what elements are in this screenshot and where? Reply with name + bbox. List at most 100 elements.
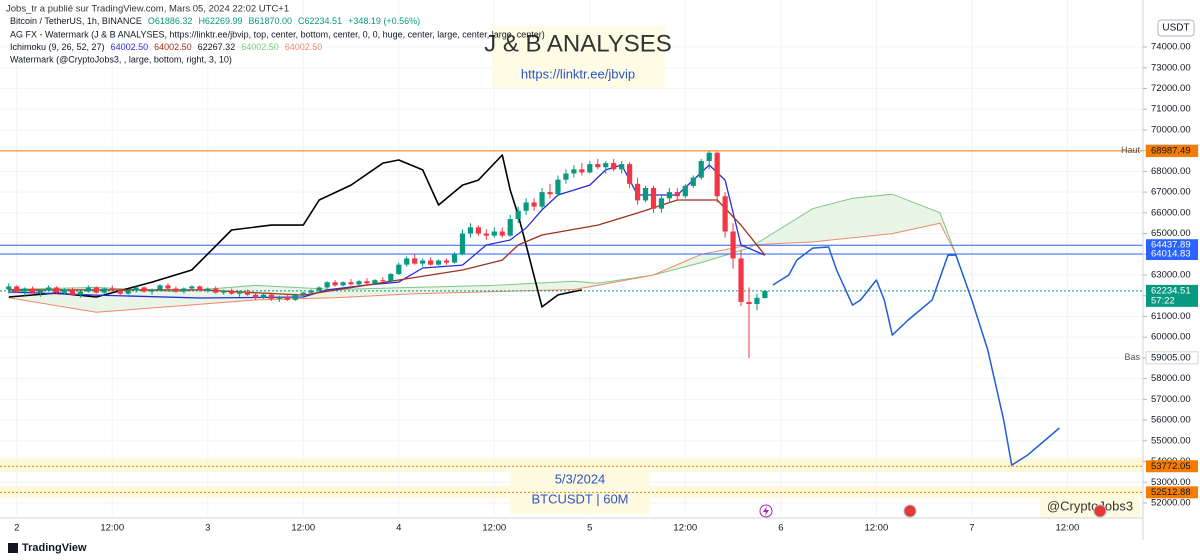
candle-body bbox=[499, 231, 505, 236]
price-label-box bbox=[1146, 247, 1198, 260]
legend-item: B61870.00 bbox=[248, 16, 292, 26]
currency-box[interactable] bbox=[1157, 19, 1195, 37]
x-tick-label: 3 bbox=[205, 523, 210, 534]
candle-body bbox=[428, 260, 434, 265]
price-axis bbox=[1143, 0, 1200, 540]
candle-body bbox=[539, 192, 545, 207]
candle-body bbox=[101, 288, 107, 293]
candle-body bbox=[133, 287, 139, 291]
candle-body bbox=[109, 288, 115, 291]
candle-body bbox=[205, 288, 211, 291]
candle-body bbox=[666, 192, 673, 199]
handle-box bbox=[1040, 496, 1140, 518]
legend-item: +348.19 (+0.56%) bbox=[348, 16, 420, 26]
candle-body bbox=[642, 187, 649, 201]
x-tick-label: 12:00 bbox=[673, 523, 697, 534]
candle-body bbox=[380, 280, 386, 282]
candle-body bbox=[698, 161, 704, 178]
candle-body bbox=[244, 291, 251, 295]
y-tick-label: 70000.00 bbox=[1151, 124, 1191, 135]
candle-body bbox=[491, 231, 497, 236]
legend-item: H62269.99 bbox=[198, 16, 242, 26]
candle-body bbox=[93, 287, 99, 293]
candle-body bbox=[53, 287, 60, 293]
candle-body bbox=[746, 301, 752, 305]
y-tick-label: 66000.00 bbox=[1151, 207, 1191, 218]
watermark-symbol: BTCUSDT | 60M bbox=[531, 491, 628, 506]
price-label: 53772.05 bbox=[1151, 461, 1191, 472]
candle-body bbox=[181, 288, 187, 292]
level-tag: Haut bbox=[1121, 145, 1141, 155]
candle-body bbox=[523, 202, 529, 211]
legend-item: 64002.50 bbox=[111, 42, 149, 52]
candle-body bbox=[507, 219, 513, 236]
candle-body bbox=[435, 260, 442, 265]
candle-body bbox=[61, 289, 68, 293]
price-label-box bbox=[1145, 351, 1199, 365]
price-label-box bbox=[1146, 486, 1198, 499]
candle-body bbox=[650, 187, 657, 209]
legend-item: Bitcoin / TetherUS, 1h, BINANCE bbox=[10, 16, 142, 26]
x-tick-label: 2 bbox=[14, 523, 19, 534]
axes: 52000.0053000.0054000.0055000.0056000.00… bbox=[14, 42, 1199, 534]
x-tick-label: 12:00 bbox=[482, 523, 506, 534]
y-tick-label: 57000.00 bbox=[1151, 394, 1191, 405]
x-tick-label: 5 bbox=[587, 523, 592, 534]
currency-label: USDT bbox=[1162, 23, 1189, 34]
legend-ichimoku: Ichimoku (9, 26, 52, 27) 64002.50 64002.50… bbox=[10, 42, 322, 52]
candle-body bbox=[674, 192, 680, 197]
candle-body bbox=[284, 296, 290, 300]
price-label: 59005.00 bbox=[1151, 352, 1191, 363]
candle-body bbox=[690, 177, 696, 186]
candle-body bbox=[372, 280, 378, 284]
y-tick-label: 60000.00 bbox=[1151, 332, 1191, 343]
candle-body bbox=[754, 297, 760, 305]
candle-body bbox=[619, 164, 625, 170]
candle-body bbox=[69, 289, 76, 295]
us-flag-icon[interactable] bbox=[903, 504, 917, 518]
price-label-box bbox=[1146, 284, 1198, 307]
legend-item: 62267.32 bbox=[198, 42, 236, 52]
event-icon-bolt bbox=[763, 506, 769, 516]
legend-item: C62234.51 bbox=[298, 16, 342, 26]
candle-body bbox=[173, 288, 179, 292]
candle-body bbox=[308, 290, 314, 293]
countdown: 57:22 bbox=[1151, 295, 1175, 306]
candle-body bbox=[595, 164, 601, 168]
candle-body bbox=[30, 288, 36, 293]
candle-body bbox=[348, 282, 354, 285]
candle-body bbox=[451, 254, 458, 263]
y-tick-label: 67000.00 bbox=[1151, 187, 1191, 198]
line-series bbox=[8, 154, 582, 308]
candle-body bbox=[22, 288, 28, 292]
candle-body bbox=[221, 290, 227, 293]
price-label: 62234.51 bbox=[1151, 285, 1191, 296]
legend-symbol: Bitcoin / TetherUS, 1h, BINANCE O61886.32… bbox=[10, 16, 420, 26]
candle-body bbox=[292, 294, 298, 300]
y-tick-label: 65000.00 bbox=[1151, 228, 1191, 239]
x-tick-label: 4 bbox=[396, 523, 401, 534]
candle-body bbox=[483, 233, 489, 236]
candle-body bbox=[467, 227, 474, 234]
candle-body bbox=[475, 227, 481, 234]
y-tick-label: 52000.00 bbox=[1151, 497, 1191, 508]
price-label: 68987.49 bbox=[1151, 145, 1191, 156]
y-tick-label: 53000.00 bbox=[1151, 477, 1191, 488]
candle-body bbox=[77, 291, 83, 295]
candle-body bbox=[412, 258, 418, 264]
us-flag-icon[interactable] bbox=[1093, 504, 1107, 518]
y-tick-label: 68000.00 bbox=[1151, 166, 1191, 177]
y-tick-label: 71000.00 bbox=[1151, 104, 1191, 115]
watermark-url: https://linktr.ee/jbvip bbox=[521, 66, 635, 81]
y-tick-label: 58000.00 bbox=[1151, 373, 1191, 384]
candle-body bbox=[300, 292, 306, 295]
price-label-box bbox=[1146, 460, 1198, 473]
candle-body bbox=[515, 210, 521, 220]
legend-item: 64002.50 bbox=[241, 42, 279, 52]
candle-body bbox=[229, 290, 235, 294]
candle-body bbox=[324, 282, 330, 288]
candle-body bbox=[738, 258, 744, 302]
candle-body bbox=[714, 152, 720, 197]
candle-body bbox=[125, 290, 131, 294]
